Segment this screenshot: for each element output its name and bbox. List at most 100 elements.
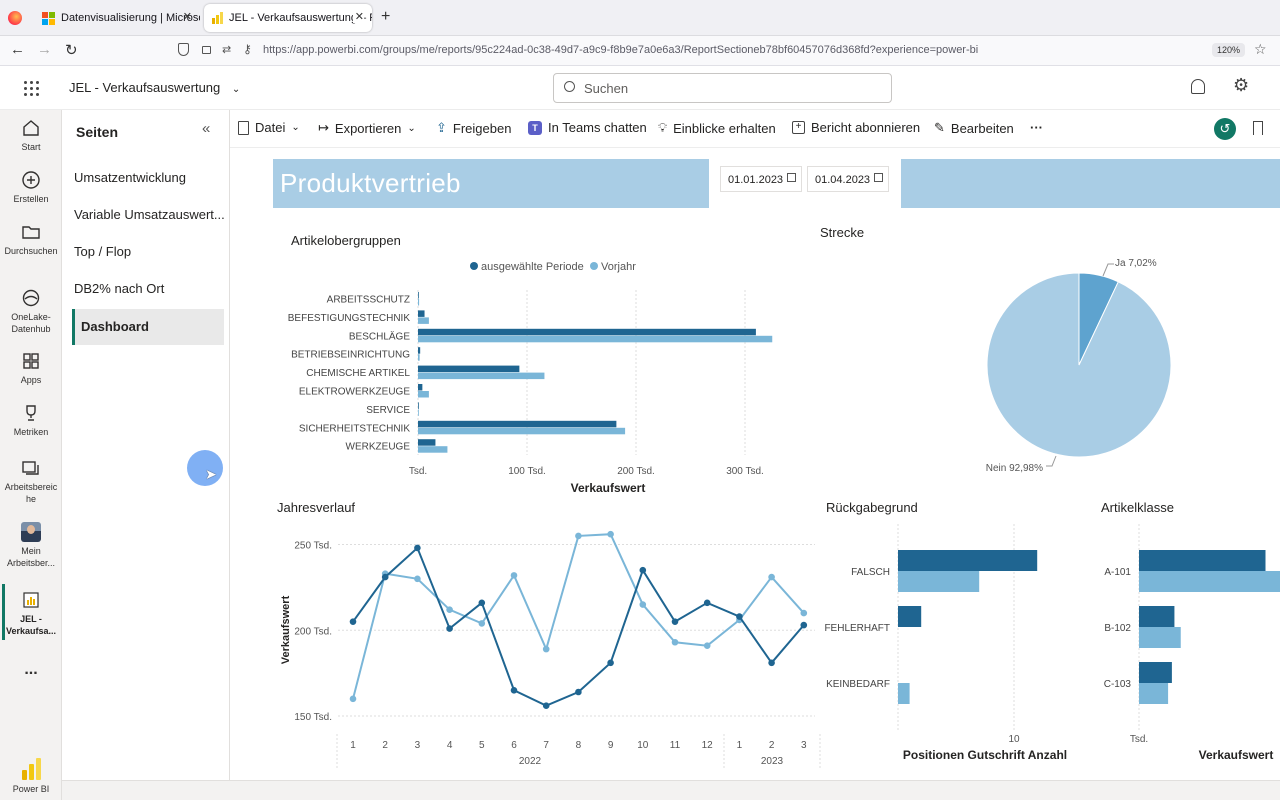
- page-item-dashboard[interactable]: Dashboard: [72, 309, 224, 345]
- x-tick-label: 1: [737, 740, 743, 751]
- lock-icon[interactable]: [202, 46, 211, 54]
- url-field[interactable]: https://app.powerbi.com/groups/me/report…: [263, 44, 979, 56]
- nav-powerbi-brand[interactable]: Power BI: [0, 756, 62, 795]
- category-label: KEINBEDARF: [826, 679, 890, 690]
- einblicke-button[interactable]: 💡︎ Einblicke erhalten: [658, 120, 776, 136]
- bar-previous: [418, 446, 448, 453]
- permissions-icon[interactable]: ⇄: [222, 44, 232, 56]
- abonnieren-button[interactable]: + Bericht abonnieren: [792, 120, 920, 135]
- firefox-icon[interactable]: [8, 11, 22, 25]
- bar-previous: [418, 391, 429, 398]
- bearbeiten-label: Bearbeiten: [950, 120, 1014, 136]
- forward-icon[interactable]: →: [37, 41, 52, 58]
- browser-tab-2[interactable]: JEL - Verkaufsauswertung – Pow ✕: [204, 4, 372, 32]
- nav-label: Erstellen: [13, 194, 49, 204]
- nav-durchsuchen[interactable]: Durchsuchen: [0, 222, 62, 257]
- folder-icon: [22, 226, 40, 239]
- data-point: [446, 625, 453, 632]
- page-item-umsatzentwicklung[interactable]: Umsatzentwicklung: [74, 170, 186, 185]
- tab-title: Datenvisualisierung | Microsoft: [61, 12, 200, 24]
- x-axis-label: Verkaufswert: [1199, 748, 1274, 762]
- bar-previous: [418, 372, 545, 380]
- x-tick-label: 300 Tsd.: [726, 466, 764, 477]
- notifications-bell-icon[interactable]: [1191, 79, 1205, 94]
- nav-metriken[interactable]: Metriken: [0, 403, 62, 438]
- report-title-menu[interactable]: JEL - Verkaufsauswertung ⌄: [69, 80, 240, 95]
- nav-arbeitsbereiche[interactable]: Arbeitsbereiche: [0, 458, 62, 505]
- shield-icon[interactable]: [178, 43, 189, 56]
- browser-tab-bar: Datenvisualisierung | Microsoft ✕ JEL - …: [0, 0, 1280, 36]
- more-options-icon[interactable]: ...: [24, 661, 38, 678]
- x-tick-label: 1: [350, 740, 356, 751]
- x-tick-label: 2: [769, 740, 775, 751]
- nav-label: JEL - Verkaufsa...: [5, 614, 57, 636]
- nav-erstellen[interactable]: Erstellen: [0, 170, 62, 205]
- nav-onelake[interactable]: OneLake-Datenhub: [0, 288, 62, 335]
- pencil-icon: ✎: [934, 120, 945, 135]
- pie-leader-line: [1046, 455, 1057, 467]
- bar-current: [418, 292, 419, 299]
- x-tick-label: 8: [576, 740, 582, 751]
- teams-label: In Teams chatten: [548, 120, 647, 135]
- key-icon[interactable]: ⚷: [243, 42, 252, 56]
- x-tick-label: 100 Tsd.: [508, 466, 546, 477]
- bookmark-icon[interactable]: [1253, 121, 1263, 135]
- nav-label: Metriken: [13, 427, 49, 437]
- page-item-variable-umsatz[interactable]: Variable Umsatzauswert...: [74, 207, 224, 222]
- bar-current: [898, 606, 922, 627]
- bookmark-star-icon[interactable]: ☆: [1254, 41, 1267, 57]
- category-label: ELEKTROWERKZEUGE: [299, 387, 410, 398]
- tab-title: JEL - Verkaufsauswertung – Pow: [229, 12, 372, 24]
- freigeben-label: Freigeben: [452, 120, 512, 136]
- bar-previous: [418, 409, 419, 416]
- bar-current: [418, 365, 520, 373]
- datei-menu[interactable]: Datei ⌄: [238, 120, 300, 135]
- page-item-db2-nach-ort[interactable]: DB2% nach Ort: [74, 281, 165, 296]
- bearbeiten-button[interactable]: ✎ Bearbeiten: [934, 120, 1014, 136]
- search-box[interactable]: Suchen: [553, 73, 892, 103]
- category-label: FEHLERHAFT: [824, 623, 890, 634]
- refresh-icon[interactable]: ↺: [1214, 118, 1236, 140]
- teams-chat-button[interactable]: T In Teams chatten: [528, 120, 647, 135]
- close-tab-icon[interactable]: ✕: [352, 10, 364, 23]
- x-tick-label: 11: [670, 740, 681, 751]
- exportieren-menu[interactable]: ↦ Exportieren ⌄: [318, 120, 416, 136]
- x-tick-label: 5: [479, 740, 485, 751]
- header-band-left: [273, 159, 709, 208]
- nav-current-report[interactable]: JEL - Verkaufsa...: [0, 590, 62, 637]
- legend-label: ausgewählte Periode: [481, 261, 584, 273]
- data-point: [736, 613, 743, 620]
- reload-icon[interactable]: ↻: [65, 42, 78, 59]
- y-axis-label: Verkaufswert: [280, 595, 292, 664]
- chart-title: Artikelklasse: [1101, 500, 1174, 515]
- y-tick-label: 150 Tsd.: [294, 712, 332, 723]
- plus-circle-icon: [22, 171, 40, 189]
- x-tick-label: Tsd.: [1130, 734, 1148, 745]
- collapse-pane-icon[interactable]: «: [202, 120, 211, 137]
- date-from-input[interactable]: 01.01.2023: [720, 166, 802, 192]
- close-tab-icon[interactable]: ✕: [182, 11, 192, 23]
- zoom-badge[interactable]: 120%: [1212, 43, 1246, 57]
- bar-current: [418, 347, 421, 354]
- abonnieren-label: Bericht abonnieren: [811, 120, 921, 135]
- pie-leader-line: [1102, 263, 1114, 277]
- file-icon: [238, 120, 249, 135]
- settings-gear-icon[interactable]: ⚙: [1233, 75, 1250, 95]
- nav-start[interactable]: Start: [0, 118, 62, 153]
- bar-previous: [418, 299, 420, 306]
- bar-current: [418, 402, 419, 409]
- data-point: [381, 573, 389, 581]
- einblicke-label: Einblicke erhalten: [673, 120, 776, 136]
- app-launcher-icon[interactable]: [24, 81, 39, 96]
- more-commands-button[interactable]: ···: [1030, 120, 1043, 135]
- page-item-top-flop[interactable]: Top / Flop: [74, 244, 132, 259]
- nav-apps[interactable]: Apps: [0, 351, 62, 386]
- freigeben-button[interactable]: ⇪ Freigeben: [436, 120, 511, 136]
- nav-mein-arbeitsbereich[interactable]: Mein Arbeitsber...: [0, 522, 62, 569]
- back-icon[interactable]: ←: [10, 41, 25, 58]
- browser-tab-1[interactable]: Datenvisualisierung | Microsoft ✕: [34, 4, 200, 32]
- new-tab-icon[interactable]: +: [381, 8, 391, 25]
- x-axis-label: Verkaufswert: [571, 481, 646, 495]
- date-to-input[interactable]: 01.04.2023: [807, 166, 889, 192]
- bar-current: [1139, 606, 1175, 627]
